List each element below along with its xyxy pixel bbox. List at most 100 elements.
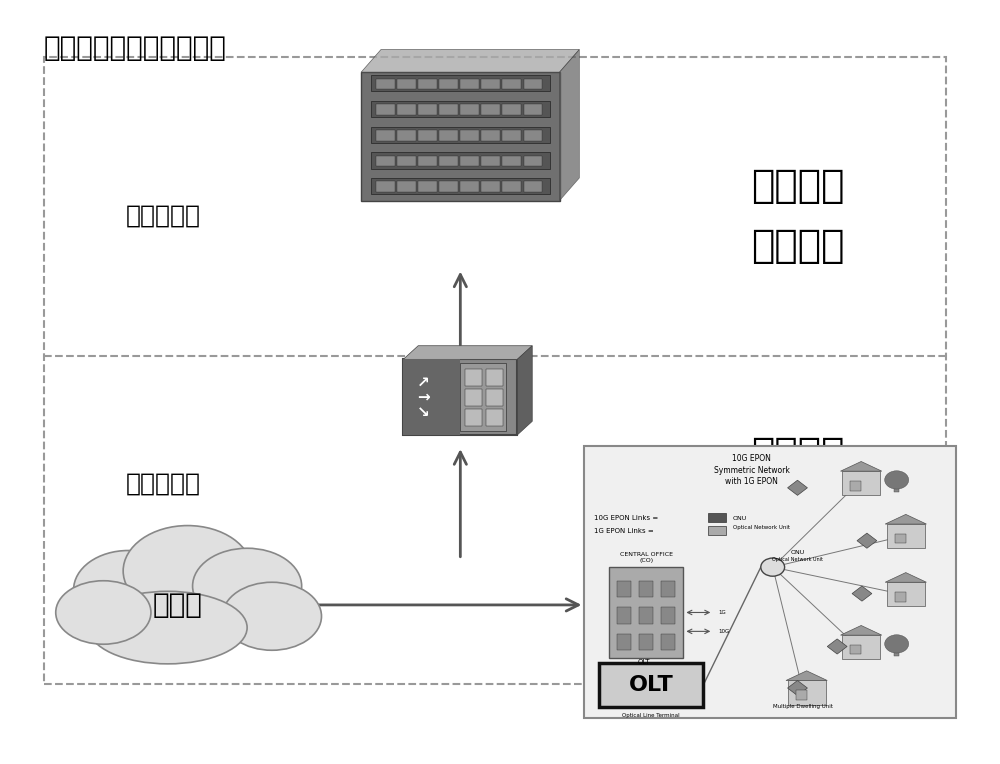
Bar	[609, 567, 683, 658]
Bar	[460, 130, 479, 141]
Bar	[418, 156, 437, 167]
Bar	[439, 181, 458, 192]
Bar	[481, 181, 500, 192]
Bar	[661, 607, 675, 624]
Bar	[439, 79, 458, 89]
Polygon shape	[517, 346, 532, 435]
Text: 1G: 1G	[718, 610, 726, 615]
Bar	[481, 105, 500, 115]
Polygon shape	[788, 481, 807, 495]
Bar	[788, 681, 826, 704]
Text: 数据分析: 数据分析	[751, 227, 844, 265]
Bar	[376, 105, 395, 115]
Bar	[661, 581, 675, 597]
Text: ONU: ONU	[790, 549, 805, 555]
Text: 流量处理: 流量处理	[751, 435, 844, 473]
Ellipse shape	[222, 582, 322, 650]
Text: →: →	[417, 390, 430, 405]
Bar	[524, 156, 542, 167]
Bar	[617, 633, 631, 650]
Text: 流量采集: 流量采集	[751, 495, 844, 533]
Polygon shape	[361, 50, 579, 72]
Bar	[894, 484, 899, 491]
Bar	[486, 369, 503, 386]
Text: Multiple Dwelling Unit: Multiple Dwelling Unit	[773, 704, 832, 709]
Bar	[524, 181, 542, 192]
Polygon shape	[885, 514, 926, 524]
Bar	[524, 105, 542, 115]
Bar	[439, 105, 458, 115]
Bar	[850, 481, 861, 490]
Polygon shape	[841, 461, 882, 471]
Bar	[439, 156, 458, 167]
Bar	[376, 79, 395, 89]
Bar	[376, 130, 395, 141]
Bar	[418, 130, 437, 141]
Bar	[481, 156, 500, 167]
Bar	[465, 369, 482, 386]
Bar	[887, 582, 925, 607]
Bar	[708, 513, 726, 522]
Bar	[617, 581, 631, 597]
Bar	[617, 607, 631, 624]
Bar	[44, 57, 946, 685]
Bar	[397, 105, 416, 115]
Text: 10G EPON Links =: 10G EPON Links =	[594, 515, 658, 521]
Bar	[502, 79, 521, 89]
Text: OLT: OLT	[629, 675, 674, 695]
Bar	[397, 156, 416, 167]
Bar	[439, 130, 458, 141]
Text: 1G EPON Links =: 1G EPON Links =	[594, 528, 654, 534]
Polygon shape	[857, 533, 877, 549]
Bar	[639, 607, 653, 624]
Polygon shape	[788, 681, 807, 695]
Bar	[460, 156, 479, 167]
Bar	[371, 127, 550, 143]
Polygon shape	[841, 626, 882, 635]
Bar	[465, 410, 482, 426]
Bar	[376, 181, 395, 192]
Bar	[460, 181, 479, 192]
Polygon shape	[786, 671, 827, 681]
Bar	[376, 156, 395, 167]
Ellipse shape	[193, 549, 302, 624]
Polygon shape	[852, 586, 872, 601]
Text: Optical Network Unit: Optical Network Unit	[772, 557, 823, 562]
Bar	[708, 526, 726, 535]
Bar	[639, 581, 653, 597]
Bar	[639, 633, 653, 650]
Bar	[502, 130, 521, 141]
Bar	[397, 130, 416, 141]
Bar	[460, 105, 479, 115]
Circle shape	[761, 558, 785, 576]
Bar	[460, 363, 506, 431]
Circle shape	[885, 635, 909, 653]
Polygon shape	[560, 50, 579, 201]
Bar	[599, 663, 703, 707]
Bar	[850, 645, 861, 655]
Bar	[486, 410, 503, 426]
Bar	[397, 79, 416, 89]
Text: 承载网: 承载网	[153, 591, 203, 619]
Bar	[371, 101, 550, 117]
Bar	[361, 72, 560, 201]
Text: ↘: ↘	[417, 405, 430, 419]
Text: OLT: OLT	[638, 659, 650, 665]
Bar	[502, 181, 521, 192]
Text: 前端子系统: 前端子系统	[125, 472, 200, 496]
Bar	[371, 76, 550, 92]
Polygon shape	[403, 346, 532, 359]
Bar	[894, 647, 899, 656]
Bar	[895, 592, 906, 601]
Bar	[371, 178, 550, 194]
Text: ↗: ↗	[417, 374, 430, 390]
Bar	[403, 359, 517, 435]
Bar	[661, 633, 675, 650]
Text: 安全检测: 安全检测	[751, 167, 844, 205]
Bar	[796, 690, 807, 700]
Bar	[481, 130, 500, 141]
Circle shape	[885, 471, 909, 489]
Bar	[403, 359, 460, 435]
Ellipse shape	[74, 551, 183, 629]
Text: ONU: ONU	[733, 516, 747, 520]
